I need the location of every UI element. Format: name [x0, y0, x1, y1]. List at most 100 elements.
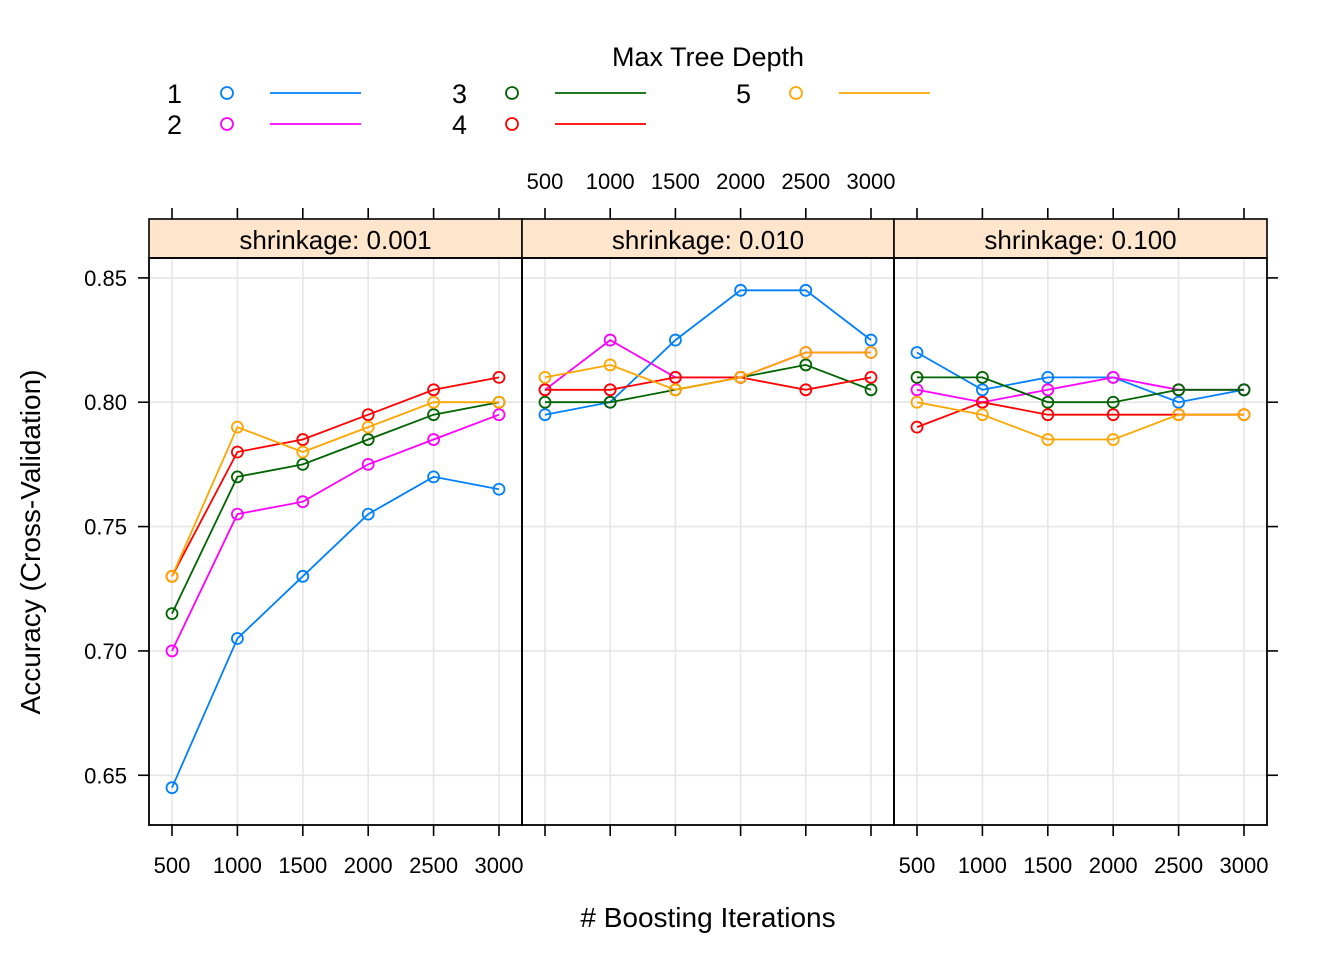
data-point-depth-1 — [669, 333, 682, 347]
panel-frame — [521, 257, 895, 826]
legend-point-symbol — [505, 117, 519, 131]
data-point-depth-4 — [427, 383, 441, 397]
panel-frames-layer — [148, 257, 1268, 826]
data-point-depth-1 — [734, 283, 747, 297]
panel-frame — [893, 257, 1268, 826]
series-line-depth-3 — [917, 376, 1244, 404]
data-point-depth-3 — [361, 433, 375, 446]
data-point-depth-1 — [976, 383, 989, 397]
data-point-depth-3 — [864, 383, 878, 397]
data-point-depth-2 — [230, 507, 244, 521]
series-lines-layer — [171, 289, 1245, 789]
strip-label: shrinkage: 0.100 — [984, 225, 1176, 255]
series-line-depth-4 — [545, 376, 872, 391]
tick-labels-layer: 500 1000 1500 2000 2500 3000 500 1000 1500 2000 25… — [84, 169, 1268, 878]
y-tick-label: 0.70 — [84, 639, 127, 664]
x-tick-label: 3000 — [475, 853, 524, 878]
x-tick-label-top: 3000 — [847, 169, 896, 194]
data-point-depth-5 — [799, 346, 813, 359]
legend-point-symbol — [505, 86, 519, 100]
data-point-depth-5 — [230, 420, 244, 434]
data-point-depth-2 — [296, 495, 310, 509]
data-point-depth-5 — [1237, 408, 1251, 422]
data-point-depth-4 — [1106, 408, 1120, 422]
legend-label: 1 — [167, 79, 182, 109]
grid-layer — [149, 258, 1267, 825]
x-tick-label: 1000 — [213, 853, 262, 878]
data-point-depth-5 — [538, 370, 552, 384]
data-point-depth-4 — [230, 445, 244, 459]
series-line-depth-2 — [171, 413, 500, 652]
legend-label: 5 — [736, 79, 751, 109]
y-tick-label: 0.75 — [84, 515, 127, 540]
data-point-depth-1 — [1041, 370, 1055, 384]
data-point-depth-3 — [427, 408, 441, 422]
series-line-depth-1 — [916, 351, 1245, 404]
data-point-depth-3 — [165, 607, 179, 621]
data-point-depth-3 — [1041, 395, 1055, 409]
data-point-depth-4 — [492, 370, 506, 384]
series-line-depth-1 — [171, 475, 500, 789]
series-line-depth-5 — [544, 351, 871, 391]
strip-label: shrinkage: 0.010 — [612, 225, 804, 255]
data-point-depth-1 — [538, 408, 552, 422]
x-axis-title: # Boosting Iterations — [580, 902, 835, 933]
data-point-depth-4 — [603, 383, 617, 397]
series-line-depth-3 — [171, 401, 500, 614]
data-point-depth-1 — [910, 346, 924, 359]
data-point-depth-1 — [361, 507, 375, 521]
data-point-depth-3 — [230, 470, 244, 484]
strips-layer: shrinkage: 0.001 shrinkage: 0.010 shrinkag… — [148, 218, 1268, 259]
legend-point-symbol — [789, 86, 803, 100]
legend-label: 2 — [167, 110, 182, 140]
data-point-depth-4 — [669, 370, 682, 384]
data-point-depth-5 — [734, 370, 747, 384]
legend: Max Tree Depth 12 34 5 — [167, 42, 930, 140]
data-point-depth-4 — [538, 383, 552, 397]
data-point-depth-1 — [165, 781, 179, 795]
data-point-depth-1 — [492, 482, 506, 496]
data-point-depth-1 — [230, 632, 244, 645]
x-tick-label: 1500 — [278, 853, 327, 878]
data-point-depth-4 — [1041, 408, 1055, 422]
data-point-depth-1 — [864, 333, 878, 347]
ticks-layer — [138, 208, 1278, 836]
data-point-depth-2 — [427, 433, 441, 446]
data-point-depth-3 — [603, 395, 617, 409]
data-point-depth-4 — [864, 370, 878, 384]
y-tick-label: 0.80 — [84, 390, 127, 415]
x-tick-label-top: 2000 — [716, 169, 765, 194]
series-line-depth-1 — [544, 289, 872, 416]
data-point-depth-4 — [799, 383, 813, 397]
y-tick-label: 0.65 — [84, 763, 127, 788]
legend-label: 4 — [452, 110, 467, 140]
series-line-depth-5 — [916, 401, 1244, 441]
x-tick-label-top: 2500 — [781, 169, 830, 194]
series-line-depth-2 — [544, 339, 871, 391]
data-point-depth-3 — [1172, 383, 1185, 397]
data-point-depth-2 — [492, 408, 506, 422]
x-tick-label: 2500 — [1154, 853, 1203, 878]
x-tick-label: 2000 — [344, 853, 393, 878]
data-point-depth-5 — [910, 395, 924, 409]
data-point-depth-4 — [976, 395, 989, 409]
x-tick-label: 1000 — [958, 853, 1007, 878]
data-point-depth-1 — [427, 470, 441, 484]
data-point-depth-1 — [296, 569, 310, 583]
x-tick-label: 3000 — [1220, 853, 1269, 878]
x-tick-label: 2000 — [1089, 853, 1138, 878]
legend-point-symbol — [220, 117, 234, 131]
x-tick-label: 2500 — [409, 853, 458, 878]
data-point-depth-3 — [976, 370, 989, 384]
data-point-depth-5 — [296, 445, 310, 459]
series-line-depth-5 — [171, 401, 499, 577]
x-tick-label: 1500 — [1023, 853, 1072, 878]
data-point-depth-5 — [165, 569, 179, 583]
x-tick-label-top: 1500 — [651, 169, 700, 194]
data-point-depth-3 — [1237, 383, 1251, 397]
data-point-depth-5 — [1172, 408, 1185, 422]
legend-label: 3 — [452, 79, 467, 109]
y-tick-label: 0.85 — [84, 266, 127, 291]
data-point-depth-4 — [910, 420, 924, 434]
